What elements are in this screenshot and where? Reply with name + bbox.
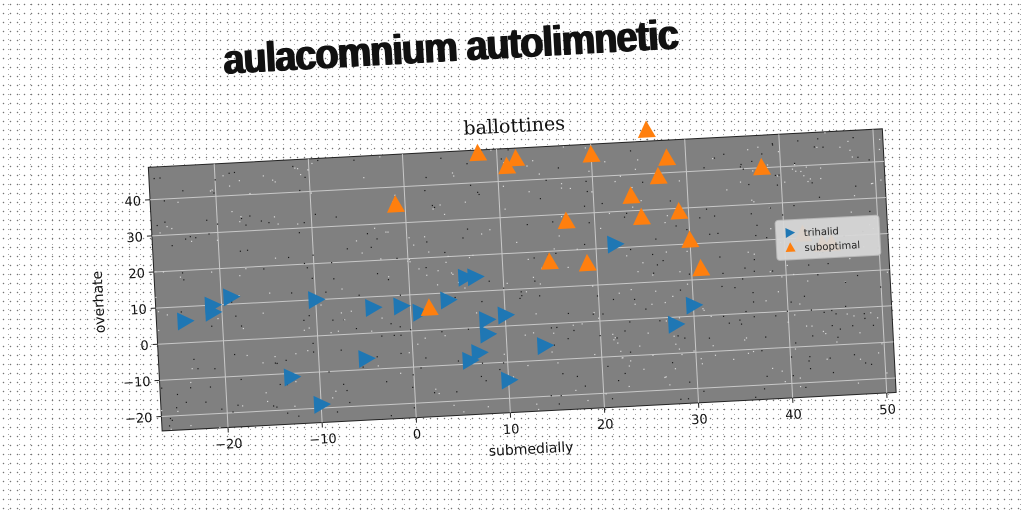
data-point-trihalid: [500, 371, 519, 390]
x-tick-label: 20: [597, 417, 614, 433]
data-point-trihalid: [308, 291, 326, 310]
data-point-trihalid: [440, 291, 458, 310]
data-point-suboptimal: [658, 148, 677, 166]
data-point-trihalid: [457, 268, 476, 287]
data-point-trihalid: [497, 306, 516, 325]
data-point-trihalid: [358, 350, 376, 369]
y-tick-label: 10: [130, 303, 147, 319]
data-point-trihalid: [471, 344, 489, 363]
data-point-trihalid: [536, 337, 555, 356]
x-tick-label: 50: [879, 403, 896, 419]
data-point-trihalid: [462, 351, 480, 370]
data-point-trihalid: [685, 296, 704, 315]
data-point-suboptimal: [541, 252, 559, 270]
y-tick-label: 20: [128, 267, 145, 283]
x-tick-label: 0: [413, 427, 422, 442]
data-point-trihalid: [204, 296, 223, 315]
data-point-suboptimal: [557, 211, 576, 230]
grid-lines: [150, 129, 896, 428]
x-axis-label: submedially: [488, 439, 573, 459]
legend-marker: [785, 242, 796, 253]
data-point-suboptimal: [637, 120, 656, 138]
chart-title: ballottines: [463, 112, 566, 139]
data-point-suboptimal: [387, 195, 406, 213]
data-point-suboptimal: [670, 202, 689, 220]
y-tick-label: 0: [140, 339, 149, 354]
x-tick-label: 40: [785, 407, 802, 423]
y-tick-label: 40: [124, 194, 141, 210]
tick-marks: [145, 199, 888, 433]
legend-label: trihalid: [803, 226, 839, 239]
legend-label: suboptimal: [804, 240, 860, 254]
data-point-suboptimal: [469, 143, 488, 162]
legend-marker: [785, 228, 796, 239]
data-point-trihalid: [478, 311, 497, 330]
data-point-trihalid: [177, 312, 195, 331]
data-point-suboptimal: [498, 156, 517, 175]
data-point-suboptimal: [692, 258, 711, 277]
data-point-trihalid: [365, 299, 383, 317]
plot-area: [147, 128, 897, 432]
data-point-suboptimal: [420, 298, 439, 316]
data-point-trihalid: [412, 303, 431, 322]
data-point-trihalid: [313, 395, 332, 414]
data-point-suboptimal: [649, 166, 668, 185]
data-point-trihalid: [607, 235, 625, 254]
x-tick-label: 10: [503, 422, 520, 438]
y-axis-label: overhate: [90, 270, 109, 333]
data-point-suboptimal: [578, 253, 597, 272]
data-point-suboptimal: [507, 149, 526, 167]
data-point-trihalid: [222, 288, 241, 307]
data-point-suboptimal: [582, 145, 601, 163]
data-point-suboptimal: [622, 186, 641, 204]
y-tick-label: −10: [123, 375, 151, 391]
y-tick-label: −20: [125, 411, 153, 427]
data-point-suboptimal: [753, 157, 772, 176]
data-point-trihalid: [283, 368, 302, 387]
x-tick-label: 30: [691, 412, 708, 428]
data-point-suboptimal: [681, 230, 700, 248]
x-tick-label: −10: [309, 432, 337, 448]
data-point-trihalid: [667, 315, 686, 334]
data-point-suboptimal: [633, 207, 651, 226]
data-point-trihalid: [467, 268, 485, 287]
data-point-trihalid: [479, 325, 498, 344]
legend-box: [774, 214, 882, 261]
data-point-trihalid: [393, 297, 411, 316]
x-tick-label: −20: [215, 437, 243, 453]
y-tick-label: 30: [126, 230, 143, 246]
